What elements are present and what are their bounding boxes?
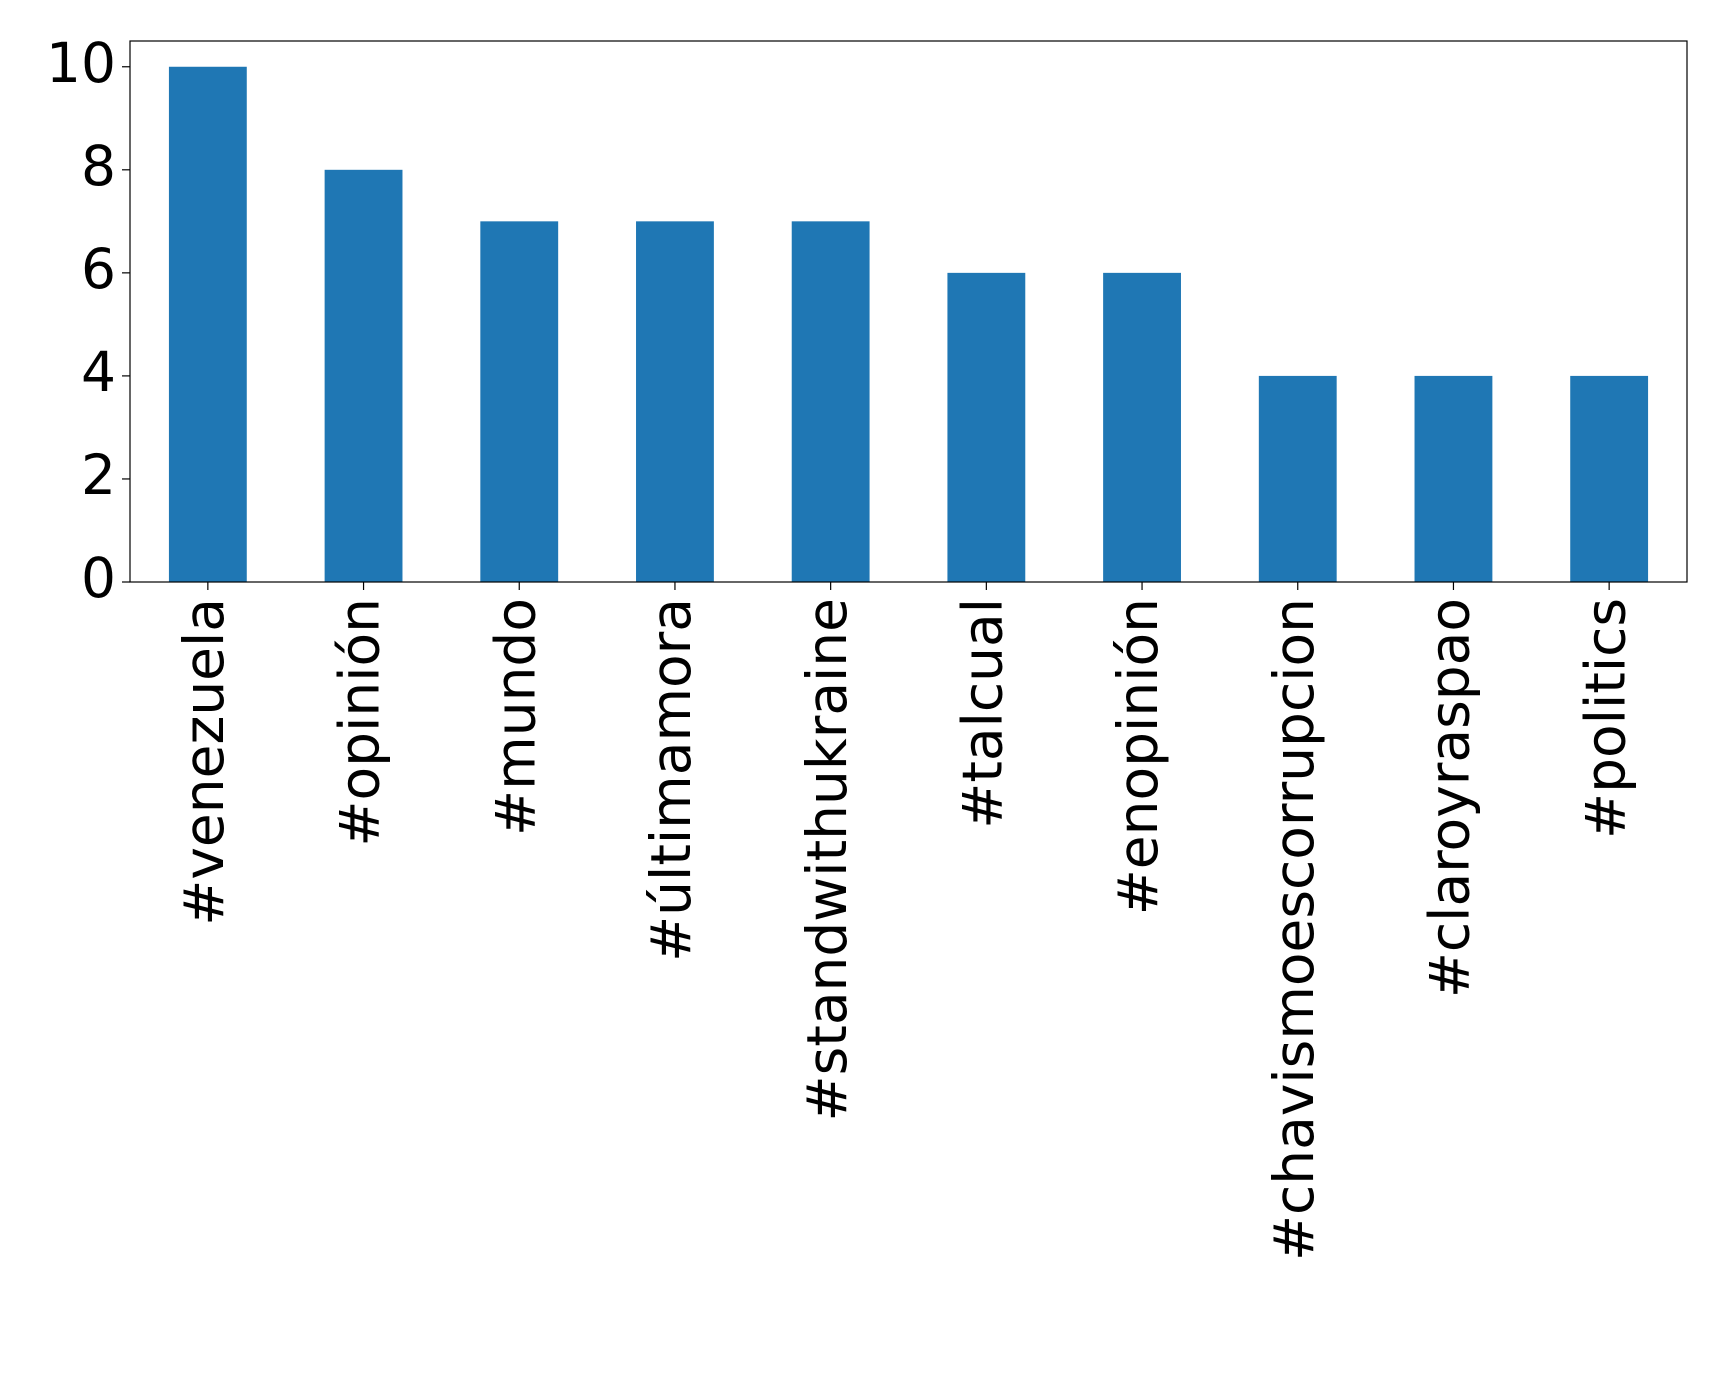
x-tick-label: #enopinión bbox=[1106, 598, 1170, 915]
bar bbox=[636, 221, 714, 583]
y-tick-label: 0 bbox=[81, 546, 116, 610]
y-tick-label: 6 bbox=[81, 237, 116, 301]
axes-frame bbox=[129, 40, 1688, 583]
x-tick-label: #chavismoescorrupcion bbox=[1262, 598, 1326, 1261]
bar bbox=[791, 221, 870, 583]
bar bbox=[480, 221, 559, 583]
bar bbox=[947, 272, 1026, 582]
y-tick-label: 4 bbox=[81, 340, 116, 404]
x-tick-label: #politics bbox=[1573, 598, 1637, 839]
x-tick-label: #standwithukraine bbox=[795, 598, 859, 1121]
x-tick-label: #mundo bbox=[483, 598, 547, 836]
bar bbox=[1258, 375, 1337, 582]
y-tick-label: 10 bbox=[46, 31, 116, 95]
x-tick-label: #talcual bbox=[950, 598, 1014, 829]
x-tick-label: #venezuela bbox=[172, 598, 236, 926]
y-tick-label: 2 bbox=[81, 443, 116, 507]
bar bbox=[324, 169, 403, 583]
x-tick-label: #últimamora bbox=[639, 598, 703, 962]
bar bbox=[168, 66, 247, 582]
y-tick-label: 8 bbox=[81, 134, 116, 198]
bar bbox=[1414, 375, 1493, 582]
bar bbox=[1103, 272, 1181, 582]
bar bbox=[1570, 375, 1649, 582]
x-tick-label: #claroyraspao bbox=[1418, 598, 1482, 998]
x-tick-label: #opinión bbox=[328, 598, 392, 847]
